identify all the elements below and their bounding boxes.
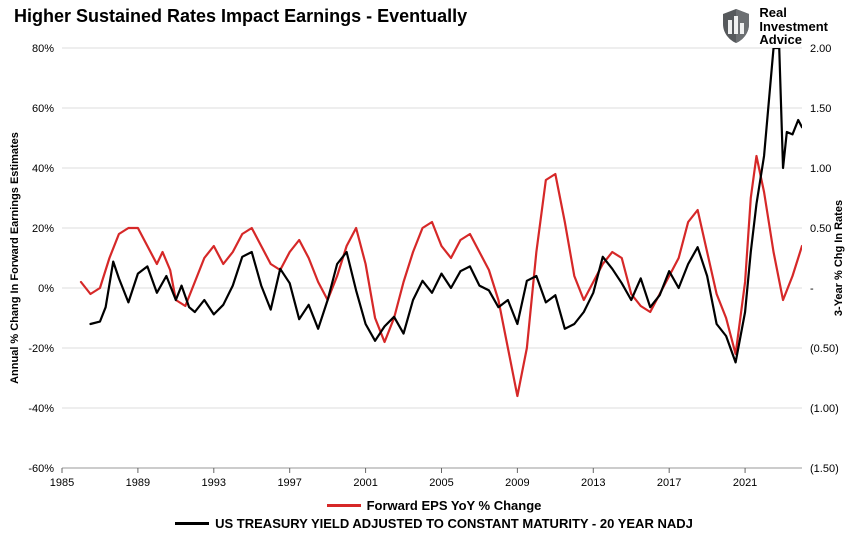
svg-text:2013: 2013	[581, 477, 605, 489]
svg-text:1997: 1997	[277, 477, 301, 489]
legend-swatch-eps	[327, 504, 361, 507]
svg-text:2017: 2017	[657, 477, 681, 489]
svg-text:-40%: -40%	[28, 403, 54, 415]
legend-item-eps: Forward EPS YoY % Change	[327, 498, 542, 513]
legend-label-eps: Forward EPS YoY % Change	[367, 498, 542, 513]
line-chart: 1985 1989 1993 1997 2001 2005 2009 2013 2017 2021…	[0, 38, 848, 537]
svg-text:(1.00): (1.00)	[810, 403, 839, 415]
svg-text:(1.50): (1.50)	[810, 463, 839, 475]
svg-text:2021: 2021	[733, 477, 757, 489]
svg-text:0.50: 0.50	[810, 223, 831, 235]
svg-text:2.00: 2.00	[810, 43, 831, 55]
svg-text:80%: 80%	[32, 43, 54, 55]
svg-text:-20%: -20%	[28, 343, 54, 355]
svg-text:60%: 60%	[32, 103, 54, 115]
svg-text:3-Year % Chg In Rates: 3-Year % Chg In Rates	[833, 200, 845, 316]
chart-canvas-wrap: 1985 1989 1993 1997 2001 2005 2009 2013 2017 2021…	[0, 38, 848, 537]
chart-title: Higher Sustained Rates Impact Earnings -…	[14, 6, 467, 27]
svg-text:(0.50): (0.50)	[810, 343, 839, 355]
legend-swatch-yield	[175, 522, 209, 525]
chart-frame: { "chart": { "type": "line", "title": "H…	[0, 0, 848, 537]
svg-text:0%: 0%	[38, 283, 54, 295]
svg-text:-: -	[810, 283, 814, 295]
brand-line-2: Investment	[759, 20, 828, 34]
legend-item-yield: US TREASURY YIELD ADJUSTED TO CONSTANT M…	[175, 516, 693, 531]
svg-text:1.00: 1.00	[810, 163, 831, 175]
svg-text:1989: 1989	[126, 477, 150, 489]
svg-text:20%: 20%	[32, 223, 54, 235]
brand-line-1: Real	[759, 6, 828, 20]
svg-text:2009: 2009	[505, 477, 529, 489]
svg-text:40%: 40%	[32, 163, 54, 175]
legend: Forward EPS YoY % Change US TREASURY YIE…	[62, 495, 806, 531]
svg-text:2001: 2001	[353, 477, 377, 489]
svg-text:1985: 1985	[50, 477, 74, 489]
svg-text:Annual % Chang In Forward Earn: Annual % Chang In Forward Earnings Estim…	[9, 132, 21, 384]
svg-text:-60%: -60%	[28, 463, 54, 475]
legend-label-yield: US TREASURY YIELD ADJUSTED TO CONSTANT M…	[215, 516, 693, 531]
svg-text:2005: 2005	[429, 477, 453, 489]
svg-text:1.50: 1.50	[810, 103, 831, 115]
svg-text:1993: 1993	[202, 477, 226, 489]
